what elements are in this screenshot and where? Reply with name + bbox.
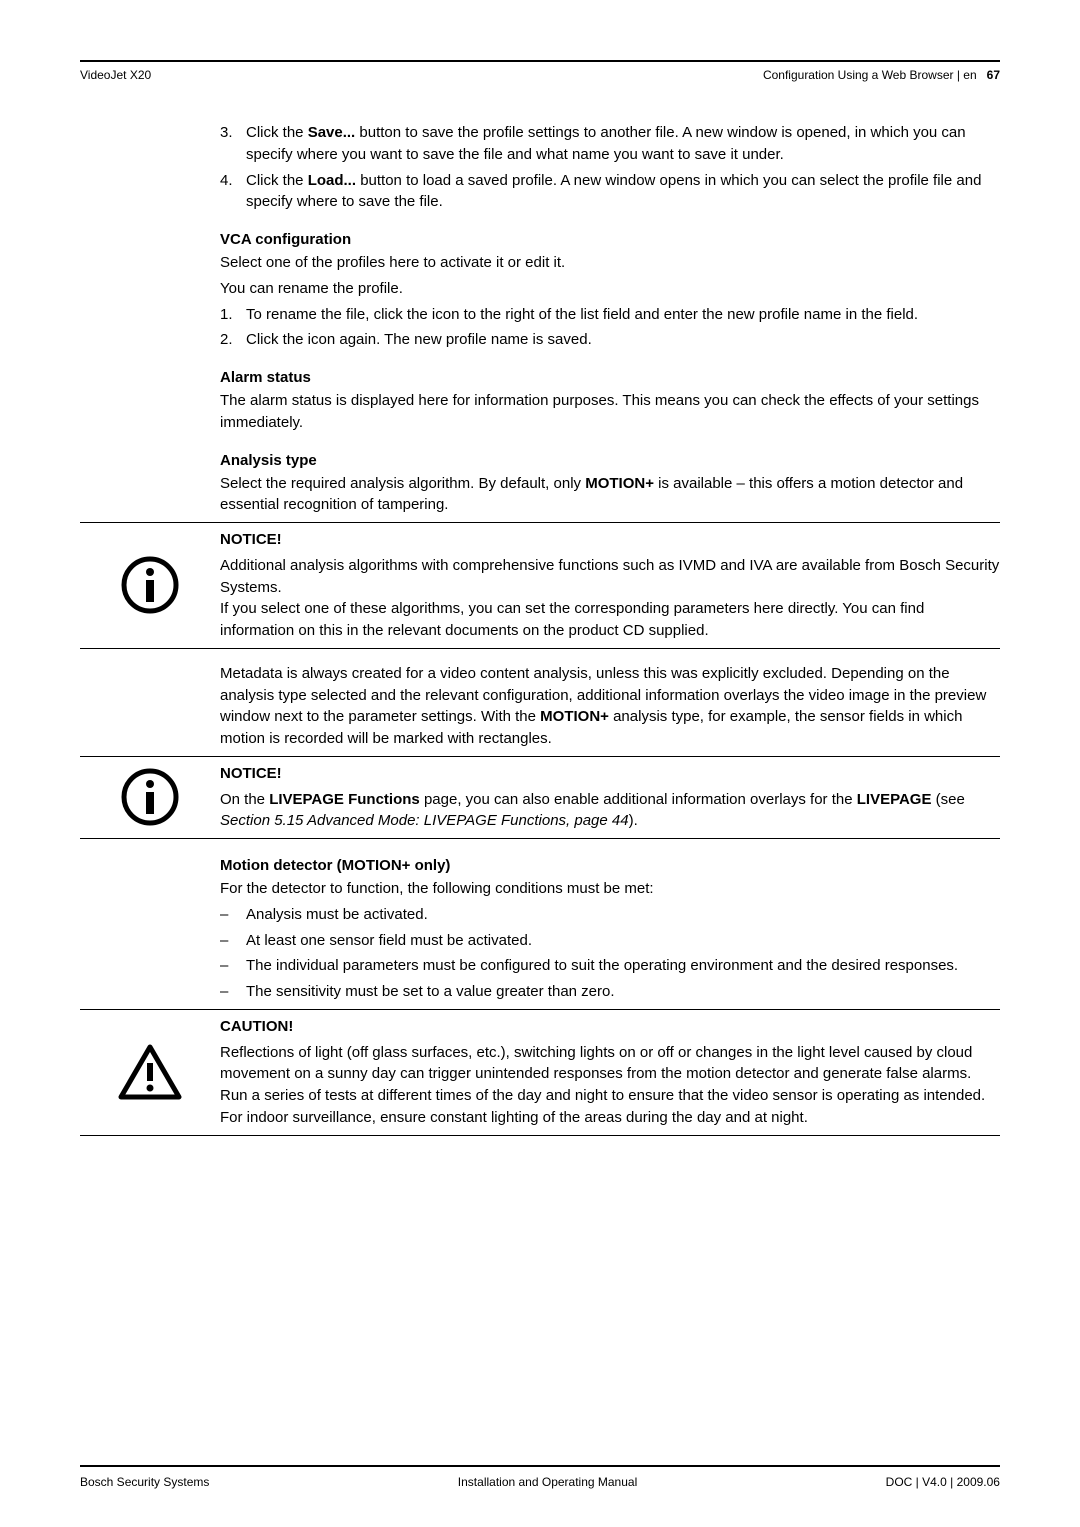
- page-footer: Bosch Security Systems Installation and …: [80, 1475, 1000, 1489]
- motion-item-4: –The sensitivity must be set to a value …: [220, 981, 1000, 1003]
- alarm-p: The alarm status is displayed here for i…: [220, 390, 1000, 434]
- info-icon: [80, 555, 220, 615]
- footer-center: Installation and Operating Manual: [458, 1475, 637, 1489]
- page-header: VideoJet X20 Configuration Using a Web B…: [80, 68, 1000, 82]
- header-rule: [80, 60, 1000, 62]
- motion-heading: Motion detector (MOTION+ only): [220, 857, 1000, 874]
- caution-l1: Reflections of light (off glass surfaces…: [220, 1042, 1000, 1107]
- notice-2: NOTICE! On the LIVEPAGE Functions page, …: [80, 756, 1000, 839]
- vca-heading: VCA configuration: [220, 231, 1000, 248]
- alarm-heading: Alarm status: [220, 369, 1000, 386]
- motion-item-1: –Analysis must be activated.: [220, 904, 1000, 926]
- intro-step-4: 4. Click the Load... button to load a sa…: [220, 170, 1000, 214]
- intro-step-3: 3. Click the Save... button to save the …: [220, 122, 1000, 166]
- motion-intro: For the detector to function, the follow…: [220, 878, 1000, 900]
- notice1-l2: If you select one of these algorithms, y…: [220, 598, 1000, 642]
- notice2-heading: NOTICE!: [220, 763, 1000, 785]
- header-right: Configuration Using a Web Browser | en 6…: [763, 68, 1000, 82]
- main-content: 3. Click the Save... button to save the …: [220, 122, 1000, 1136]
- footer-rule: [80, 1465, 1000, 1467]
- footer-right: DOC | V4.0 | 2009.06: [886, 1475, 1000, 1489]
- vca-step-1: 1. To rename the file, click the icon to…: [220, 304, 1000, 326]
- info-icon: [80, 767, 220, 827]
- caution-heading: CAUTION!: [220, 1016, 1000, 1038]
- notice2-body: On the LIVEPAGE Functions page, you can …: [220, 789, 1000, 833]
- footer-left: Bosch Security Systems: [80, 1475, 209, 1489]
- motion-item-3: –The individual parameters must be confi…: [220, 955, 1000, 977]
- motion-item-2: –At least one sensor field must be activ…: [220, 930, 1000, 952]
- analysis-heading: Analysis type: [220, 452, 1000, 469]
- caution-l2: For indoor surveillance, ensure constant…: [220, 1107, 1000, 1129]
- notice-1: NOTICE! Additional analysis algorithms w…: [80, 522, 1000, 649]
- vca-p2: You can rename the profile.: [220, 278, 1000, 300]
- vca-step-2: 2. Click the icon again. The new profile…: [220, 329, 1000, 351]
- notice1-l1: Additional analysis algorithms with comp…: [220, 555, 1000, 599]
- caution-icon: [80, 1043, 220, 1101]
- analysis-p: Select the required analysis algorithm. …: [220, 473, 1000, 517]
- notice1-heading: NOTICE!: [220, 529, 1000, 551]
- vca-p1: Select one of the profiles here to activ…: [220, 252, 1000, 274]
- header-left: VideoJet X20: [80, 68, 151, 82]
- metadata-p: Metadata is always created for a video c…: [220, 663, 1000, 750]
- caution-callout: CAUTION! Reflections of light (off glass…: [80, 1009, 1000, 1136]
